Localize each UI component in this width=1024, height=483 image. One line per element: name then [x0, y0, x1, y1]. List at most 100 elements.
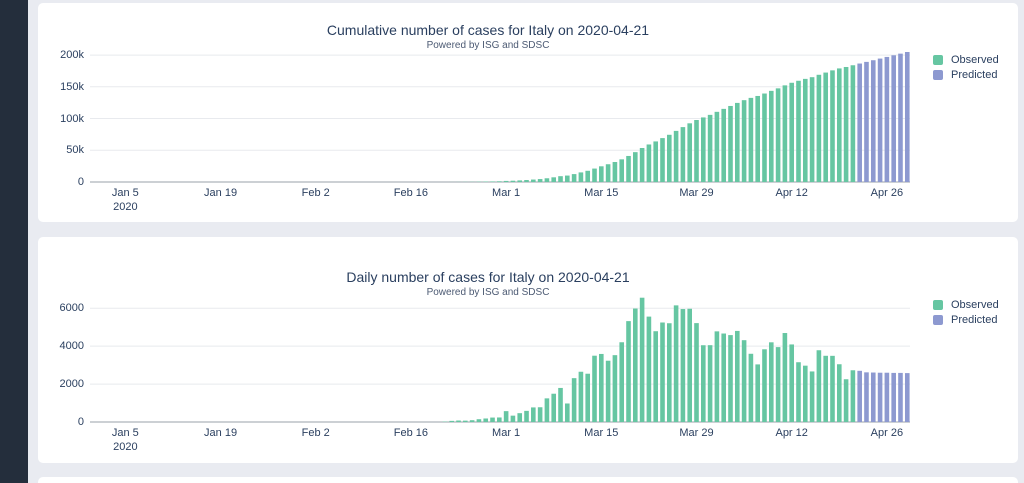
- bar-observed[interactable]: [599, 166, 604, 182]
- bar-observed[interactable]: [673, 130, 679, 182]
- bar-predicted[interactable]: [898, 372, 903, 422]
- bar-observed[interactable]: [830, 70, 835, 182]
- bar-observed[interactable]: [653, 331, 658, 422]
- bar-observed[interactable]: [789, 344, 794, 422]
- bar-observed[interactable]: [701, 117, 706, 182]
- bar-observed[interactable]: [517, 413, 523, 422]
- bar-observed[interactable]: [816, 350, 822, 422]
- bar-predicted[interactable]: [864, 372, 869, 422]
- bar-observed[interactable]: [497, 417, 502, 422]
- bar-observed[interactable]: [789, 82, 794, 182]
- bar-observed[interactable]: [497, 181, 502, 182]
- bar-observed[interactable]: [565, 175, 570, 182]
- bar-observed[interactable]: [796, 362, 801, 422]
- bar-observed[interactable]: [714, 331, 720, 422]
- bar-observed[interactable]: [612, 162, 618, 182]
- bar-observed[interactable]: [531, 407, 536, 422]
- bar-observed[interactable]: [592, 168, 597, 182]
- bar-observed[interactable]: [612, 355, 618, 422]
- bar-observed[interactable]: [850, 65, 856, 182]
- bar-predicted[interactable]: [870, 372, 876, 422]
- bar-observed[interactable]: [524, 410, 529, 422]
- bar-observed[interactable]: [782, 85, 788, 182]
- bar-observed[interactable]: [490, 181, 495, 182]
- bar-observed[interactable]: [768, 90, 774, 182]
- bar-observed[interactable]: [741, 340, 747, 422]
- bar-observed[interactable]: [809, 77, 815, 182]
- plot-area[interactable]: [38, 3, 1018, 222]
- bar-observed[interactable]: [823, 355, 828, 422]
- bar-observed[interactable]: [585, 170, 591, 182]
- bar-predicted[interactable]: [857, 63, 862, 182]
- bar-observed[interactable]: [653, 141, 658, 182]
- bar-observed[interactable]: [809, 371, 815, 422]
- bar-observed[interactable]: [503, 180, 509, 182]
- bar-observed[interactable]: [517, 180, 523, 182]
- bar-observed[interactable]: [816, 74, 822, 182]
- bar-observed[interactable]: [836, 364, 842, 422]
- bar-observed[interactable]: [802, 365, 808, 422]
- bar-observed[interactable]: [592, 355, 597, 422]
- bar-observed[interactable]: [843, 379, 849, 422]
- bar-observed[interactable]: [537, 179, 543, 182]
- bar-observed[interactable]: [605, 360, 611, 422]
- bar-observed[interactable]: [762, 349, 767, 422]
- bar-observed[interactable]: [768, 342, 774, 422]
- bar-predicted[interactable]: [864, 61, 869, 182]
- bar-observed[interactable]: [619, 342, 625, 422]
- bar-observed[interactable]: [830, 355, 835, 422]
- bar-observed[interactable]: [782, 333, 788, 422]
- bar-observed[interactable]: [660, 322, 665, 423]
- bar-predicted[interactable]: [870, 60, 876, 183]
- bar-predicted[interactable]: [891, 372, 896, 422]
- plot-area[interactable]: [38, 237, 1018, 463]
- bar-observed[interactable]: [823, 72, 828, 182]
- bar-observed[interactable]: [707, 114, 713, 182]
- bar-observed[interactable]: [469, 420, 475, 422]
- bar-observed[interactable]: [503, 411, 509, 422]
- bar-observed[interactable]: [551, 177, 557, 182]
- bar-observed[interactable]: [646, 144, 652, 182]
- bar-predicted[interactable]: [884, 56, 890, 182]
- bar-observed[interactable]: [483, 418, 489, 422]
- bar-predicted[interactable]: [877, 372, 883, 422]
- bar-predicted[interactable]: [877, 58, 883, 182]
- bar-observed[interactable]: [639, 148, 645, 182]
- legend-item-observed[interactable]: Observed: [933, 52, 1018, 67]
- bar-observed[interactable]: [735, 102, 740, 182]
- bar-observed[interactable]: [735, 330, 740, 422]
- bar-observed[interactable]: [680, 309, 686, 422]
- bar-observed[interactable]: [667, 134, 672, 182]
- bar-predicted[interactable]: [857, 370, 862, 422]
- bar-predicted[interactable]: [904, 373, 910, 422]
- legend-item-predicted[interactable]: Predicted: [933, 67, 1018, 82]
- legend-item-observed[interactable]: Observed: [933, 297, 1018, 312]
- bar-observed[interactable]: [694, 120, 699, 182]
- bar-observed[interactable]: [463, 420, 468, 422]
- bar-observed[interactable]: [544, 398, 550, 422]
- bar-observed[interactable]: [755, 95, 760, 182]
- legend-item-predicted[interactable]: Predicted: [933, 312, 1018, 327]
- bar-observed[interactable]: [762, 93, 767, 182]
- bar-observed[interactable]: [802, 78, 808, 182]
- bar-observed[interactable]: [748, 97, 754, 182]
- bar-observed[interactable]: [524, 180, 529, 182]
- bar-observed[interactable]: [667, 323, 672, 422]
- bar-observed[interactable]: [449, 420, 455, 422]
- bar-observed[interactable]: [843, 66, 849, 182]
- bar-observed[interactable]: [673, 305, 679, 422]
- bar-observed[interactable]: [510, 180, 516, 182]
- bar-observed[interactable]: [741, 100, 747, 182]
- bar-predicted[interactable]: [891, 55, 896, 182]
- bar-observed[interactable]: [599, 353, 604, 422]
- bar-observed[interactable]: [585, 373, 591, 422]
- bar-predicted[interactable]: [898, 53, 903, 182]
- bar-observed[interactable]: [728, 105, 733, 182]
- bar-observed[interactable]: [571, 174, 577, 182]
- bar-observed[interactable]: [721, 333, 726, 422]
- bar-observed[interactable]: [558, 176, 563, 182]
- bar-predicted[interactable]: [904, 52, 910, 182]
- bar-observed[interactable]: [694, 323, 699, 422]
- bar-observed[interactable]: [633, 152, 638, 182]
- bar-observed[interactable]: [551, 393, 557, 422]
